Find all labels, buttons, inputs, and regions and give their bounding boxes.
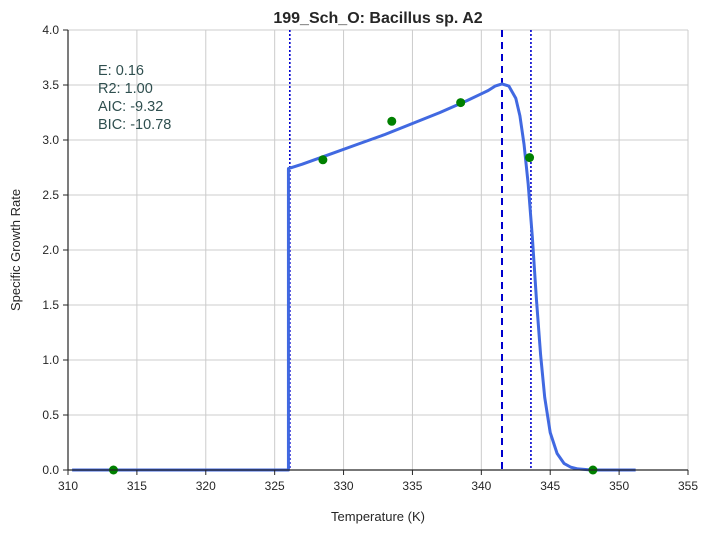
fit-curve bbox=[72, 82, 636, 472]
y-tick-label: 0.0 bbox=[42, 463, 59, 477]
fit-statistics: E: 0.16 R2: 1.00 AIC: -9.32 BIC: -10.78 bbox=[98, 63, 171, 133]
data-point bbox=[525, 153, 535, 163]
x-tick-label: 330 bbox=[334, 479, 354, 493]
x-tick-label: 325 bbox=[265, 479, 285, 493]
y-tick-label: 3.0 bbox=[42, 133, 59, 147]
data-point bbox=[318, 155, 328, 165]
y-tick-label: 0.5 bbox=[42, 408, 59, 422]
y-tick-label: 3.5 bbox=[42, 78, 59, 92]
x-axis-label: Temperature (K) bbox=[331, 509, 425, 524]
axes bbox=[63, 29, 689, 475]
y-tick-label: 4.0 bbox=[42, 23, 59, 37]
fit-stat-line: BIC: -10.78 bbox=[98, 117, 171, 133]
fit-stat-line: AIC: -9.32 bbox=[98, 99, 163, 115]
x-tick-label: 340 bbox=[471, 479, 491, 493]
fit-stat-line: R2: 1.00 bbox=[98, 81, 153, 97]
data-point bbox=[387, 116, 397, 126]
y-tick-label: 2.5 bbox=[42, 188, 59, 202]
fit-stat-line: E: 0.16 bbox=[98, 63, 144, 79]
data-point bbox=[456, 98, 466, 108]
x-tick-label: 310 bbox=[58, 479, 78, 493]
x-tick-labels: 310 315 320 325 330 335 340 345 350 355 bbox=[58, 479, 698, 493]
x-tick-label: 315 bbox=[127, 479, 147, 493]
grid bbox=[67, 29, 689, 471]
x-tick-label: 335 bbox=[402, 479, 422, 493]
y-axis-label: Specific Growth Rate bbox=[8, 189, 23, 311]
x-tick-label: 345 bbox=[540, 479, 560, 493]
y-tick-labels: 0.0 0.5 1.0 1.5 2.0 2.5 3.0 3.5 4.0 bbox=[42, 23, 59, 477]
x-tick-label: 320 bbox=[196, 479, 216, 493]
y-tick-label: 1.0 bbox=[42, 353, 59, 367]
x-tick-label: 355 bbox=[678, 479, 698, 493]
y-tick-label: 1.5 bbox=[42, 298, 59, 312]
y-tick-label: 2.0 bbox=[42, 243, 59, 257]
x-tick-label: 350 bbox=[609, 479, 629, 493]
chart-title: 199_Sch_O: Bacillus sp. A2 bbox=[273, 10, 482, 27]
